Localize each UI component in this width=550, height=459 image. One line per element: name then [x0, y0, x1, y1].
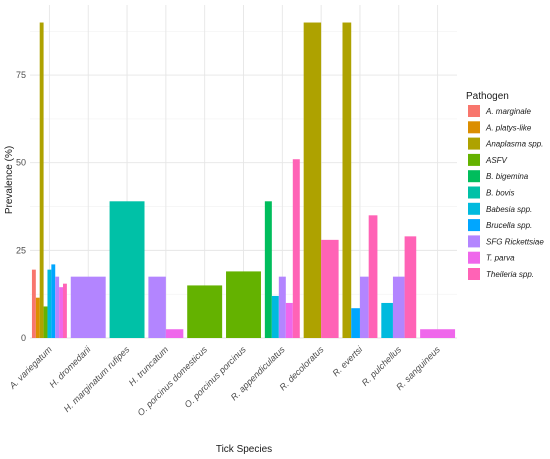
bar [148, 276, 166, 338]
legend-label: Anaplasma spp. [485, 140, 543, 149]
x-tick-label: H. marginatum rufipes [62, 344, 132, 414]
bar [43, 306, 48, 338]
y-tick-label: 50 [16, 158, 26, 168]
bar [292, 159, 300, 338]
x-axis-title: Tick Species [216, 444, 272, 455]
legend-swatch [468, 121, 480, 134]
bar [31, 269, 36, 338]
legend-label: Brucella spp. [486, 221, 532, 230]
x-tick-label: O. porcinus domesticus [136, 344, 210, 418]
bar [59, 287, 63, 338]
legend: Pathogen A. marginale A. platys-like Anapl… [466, 91, 544, 280]
legend-label: SFG Rickettsiae [486, 237, 544, 246]
bar [62, 283, 67, 338]
bar [278, 276, 286, 338]
y-axis-ticks: 0 25 50 75 [16, 70, 26, 343]
legend-swatch [468, 219, 480, 232]
legend-swatch [468, 268, 480, 280]
legend-swatch [468, 170, 480, 183]
bars [31, 22, 456, 339]
bar [165, 329, 184, 338]
bar [392, 276, 405, 338]
legend-title: Pathogen [466, 91, 509, 102]
x-tick-label: A. variegatum [7, 344, 54, 391]
bar [381, 302, 393, 338]
y-axis-title: Prevalence (%) [4, 146, 15, 214]
legend-label: B. bovis [486, 189, 514, 198]
legend-label: ASFV [485, 156, 508, 165]
bar [226, 271, 261, 338]
legend-swatch [468, 153, 480, 166]
legend-label: Theileria spp. [486, 270, 534, 279]
legend-swatch [468, 186, 480, 199]
bar [55, 276, 60, 338]
bar [303, 22, 322, 339]
legend-swatch [468, 105, 480, 117]
bar [271, 295, 279, 338]
legend-swatch [468, 251, 480, 264]
x-tick-label: R. evertsi [330, 344, 365, 379]
legend-label: T. parva [486, 254, 515, 263]
bar [368, 215, 378, 338]
y-tick-label: 25 [16, 245, 26, 255]
legend-swatch [468, 137, 480, 150]
legend-label: B. bigemina [486, 172, 529, 181]
legend-swatch [468, 235, 480, 248]
legend-label: Babesia spp. [486, 205, 532, 214]
bar [404, 236, 417, 338]
bar [187, 285, 223, 338]
bar [109, 201, 145, 338]
bar [351, 308, 360, 338]
bar [70, 276, 106, 338]
bar [285, 302, 293, 338]
bar [51, 264, 56, 338]
bar [39, 22, 44, 339]
bar [264, 201, 272, 338]
legend-label: A. marginale [485, 107, 531, 116]
y-tick-label: 75 [16, 70, 26, 80]
bar [47, 269, 52, 338]
y-tick-label: 0 [21, 333, 26, 343]
legend-label: A. platys-like [485, 123, 532, 132]
bar [342, 22, 352, 339]
bar [35, 297, 40, 338]
bar [420, 329, 456, 338]
bar [321, 239, 339, 338]
bar [359, 276, 369, 338]
legend-swatch [468, 202, 480, 215]
